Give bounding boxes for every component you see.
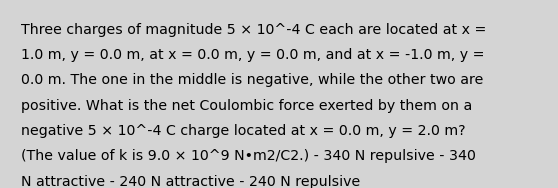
Text: N attractive - 240 N attractive - 240 N repulsive: N attractive - 240 N attractive - 240 N … [21,175,360,188]
Text: Three charges of magnitude 5 × 10^-4 C each are located at x =: Three charges of magnitude 5 × 10^-4 C e… [21,23,487,36]
Text: 1.0 m, y = 0.0 m, at x = 0.0 m, y = 0.0 m, and at x = -1.0 m, y =: 1.0 m, y = 0.0 m, at x = 0.0 m, y = 0.0 … [21,48,485,62]
Text: (The value of k is 9.0 × 10^9 N•m2/C2.) - 340 N repulsive - 340: (The value of k is 9.0 × 10^9 N•m2/C2.) … [21,149,476,163]
Text: 0.0 m. The one in the middle is negative, while the other two are: 0.0 m. The one in the middle is negative… [21,73,484,87]
Text: negative 5 × 10^-4 C charge located at x = 0.0 m, y = 2.0 m?: negative 5 × 10^-4 C charge located at x… [21,124,466,138]
Text: positive. What is the net Coulombic force exerted by them on a: positive. What is the net Coulombic forc… [21,99,473,113]
